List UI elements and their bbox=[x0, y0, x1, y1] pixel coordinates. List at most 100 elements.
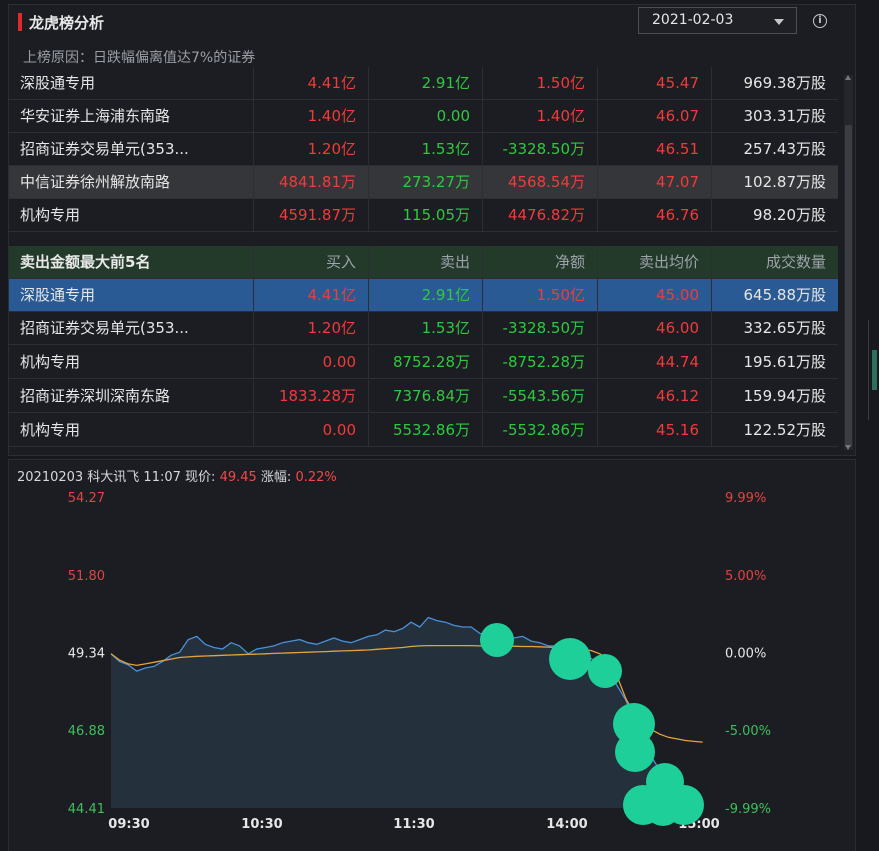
buy-table-row[interactable]: 深股通专用 4.41亿 2.91亿 1.50亿 45.47 969.38万股 bbox=[9, 67, 838, 100]
cell-name: 华安证券上海浦东南路 bbox=[20, 107, 171, 125]
cell-name: 深股通专用 bbox=[20, 286, 96, 304]
y-right-tick-label: 5.00% bbox=[725, 569, 766, 584]
cell-sell: 7376.84万 bbox=[368, 380, 482, 413]
column-header: 卖出金额最大前5名 bbox=[20, 253, 151, 271]
cell-sell: 115.05万 bbox=[368, 199, 482, 232]
column-header: 成交数量 bbox=[711, 246, 838, 279]
side-collapse-handle[interactable] bbox=[868, 320, 879, 420]
cell-name: 招商证券深圳深南东路 bbox=[20, 387, 171, 405]
cell-avg: 46.12 bbox=[597, 380, 711, 413]
info-icon[interactable]: i bbox=[813, 14, 827, 28]
trade-marker bbox=[549, 638, 591, 680]
cell-buy: 0.00 bbox=[253, 346, 368, 379]
y-right-tick-label: -9.99% bbox=[725, 802, 771, 817]
y-left-tick-label: 51.80 bbox=[68, 569, 105, 584]
buy-table-row[interactable]: 中信证券徐州解放南路 4841.81万 273.27万 4568.54万 47.07 10… bbox=[9, 166, 838, 199]
cell-avg: 46.76 bbox=[597, 199, 711, 232]
cell-net: -3328.50万 bbox=[482, 133, 597, 166]
cell-buy: 0.00 bbox=[253, 414, 368, 447]
cell-vol: 332.65万股 bbox=[711, 312, 838, 345]
sell-table-row[interactable]: 机构专用 0.00 8752.28万 -8752.28万 44.74 195.61万股 bbox=[9, 346, 838, 379]
panel-title: 龙虎榜分析 bbox=[29, 14, 105, 32]
cell-name: 中信证券徐州解放南路 bbox=[20, 173, 171, 191]
chart-info-line: 20210203 科大讯飞 11:07 现价: 49.45 涨幅: 0.22% bbox=[17, 466, 337, 485]
cell-net: -5532.86万 bbox=[482, 414, 597, 447]
x-tick-label: 14:00 bbox=[546, 817, 587, 832]
column-header: 净额 bbox=[482, 246, 597, 279]
cell-avg: 46.51 bbox=[597, 133, 711, 166]
chevron-down-icon bbox=[774, 19, 784, 25]
cell-sell: 2.91亿 bbox=[368, 67, 482, 100]
scroll-down-icon[interactable] bbox=[845, 445, 851, 450]
sell-table-header: 卖出金额最大前5名 买入 卖出 净额 卖出均价 成交数量 bbox=[9, 246, 838, 279]
handle-marker bbox=[872, 350, 877, 390]
x-tick-label: 09:30 bbox=[108, 817, 149, 832]
cell-vol: 645.88万股 bbox=[711, 279, 838, 312]
cell-vol: 159.94万股 bbox=[711, 380, 838, 413]
cell-buy: 4591.87万 bbox=[253, 199, 368, 232]
column-header: 卖出 bbox=[368, 246, 482, 279]
column-header: 买入 bbox=[253, 246, 368, 279]
cell-avg: 45.16 bbox=[597, 414, 711, 447]
cell-avg: 44.74 bbox=[597, 346, 711, 379]
cell-net: 1.50亿 bbox=[482, 279, 597, 312]
change-label: 涨幅: bbox=[260, 470, 292, 485]
y-left-tick-label: 49.34 bbox=[68, 647, 105, 662]
cell-buy: 4.41亿 bbox=[253, 67, 368, 100]
cell-buy: 1833.28万 bbox=[253, 380, 368, 413]
y-right-tick-label: 9.99% bbox=[725, 491, 766, 506]
column-header: 卖出均价 bbox=[597, 246, 711, 279]
cell-avg: 45.47 bbox=[597, 67, 711, 100]
sell-table-row[interactable]: 机构专用 0.00 5532.86万 -5532.86万 45.16 122.52万股 bbox=[9, 414, 838, 447]
scroll-up-icon[interactable] bbox=[845, 75, 851, 80]
cell-vol: 98.20万股 bbox=[711, 199, 838, 232]
cell-buy: 4841.81万 bbox=[253, 166, 368, 199]
sell-table-row[interactable]: 招商证券交易单元(353... 1.20亿 1.53亿 -3328.50万 46.00 3… bbox=[9, 312, 838, 345]
y-left-tick-label: 44.41 bbox=[68, 802, 105, 817]
cell-avg: 46.07 bbox=[597, 100, 711, 133]
buy-table-row[interactable]: 华安证券上海浦东南路 1.40亿 0.00 1.40亿 46.07 303.31万股 bbox=[9, 100, 838, 133]
date-value: 2021-02-03 bbox=[652, 12, 734, 28]
change-percent: 0.22% bbox=[295, 470, 337, 485]
cell-name: 机构专用 bbox=[20, 206, 81, 224]
y-right-tick-label: 0.00% bbox=[725, 647, 766, 662]
cell-net: -5543.56万 bbox=[482, 380, 597, 413]
table-scrollbar[interactable] bbox=[844, 75, 853, 450]
sell-table-row[interactable]: 招商证券深圳深南东路 1833.28万 7376.84万 -5543.56万 46.12… bbox=[9, 380, 838, 413]
dragon-tiger-panel: 龙虎榜分析 2021-02-03 i 上榜原因：日跌幅偏离值达7%的证券 深股通… bbox=[8, 4, 856, 456]
cell-sell: 1.53亿 bbox=[368, 312, 482, 345]
cell-net: 4568.54万 bbox=[482, 166, 597, 199]
price-area bbox=[111, 617, 703, 808]
buy-table-row[interactable]: 机构专用 4591.87万 115.05万 4476.82万 46.76 98.20万股 bbox=[9, 199, 838, 232]
cell-vol: 195.61万股 bbox=[711, 346, 838, 379]
date-dropdown[interactable]: 2021-02-03 bbox=[638, 7, 797, 34]
cell-sell: 0.00 bbox=[368, 100, 482, 133]
cell-name: 机构专用 bbox=[20, 421, 81, 439]
cell-name: 机构专用 bbox=[20, 353, 81, 371]
cell-vol: 257.43万股 bbox=[711, 133, 838, 166]
current-price: 49.45 bbox=[219, 470, 257, 485]
trade-marker bbox=[480, 623, 514, 657]
listing-reason: 上榜原因：日跌幅偏离值达7%的证券 bbox=[23, 50, 256, 66]
cell-name: 招商证券交易单元(353... bbox=[20, 140, 189, 158]
trade-marker bbox=[615, 732, 655, 772]
cell-vol: 969.38万股 bbox=[711, 67, 838, 100]
scrollbar-thumb[interactable] bbox=[845, 125, 852, 447]
cell-buy: 4.41亿 bbox=[253, 279, 368, 312]
cell-avg: 46.00 bbox=[597, 312, 711, 345]
buy-table-row[interactable]: 招商证券交易单元(353... 1.20亿 1.53亿 -3328.50万 46.51 2… bbox=[9, 133, 838, 166]
cell-net: 4476.82万 bbox=[482, 199, 597, 232]
intraday-chart[interactable]: 54.27 51.80 49.34 46.88 44.41 9.99% 5.00% 0.00%… bbox=[9, 460, 855, 851]
cell-sell: 1.53亿 bbox=[368, 133, 482, 166]
cell-vol: 102.87万股 bbox=[711, 166, 838, 199]
y-right-tick-label: -5.00% bbox=[725, 724, 771, 739]
intraday-chart-panel: 20210203 科大讯飞 11:07 现价: 49.45 涨幅: 0.22% … bbox=[8, 459, 856, 851]
sell-table-row[interactable]: 深股通专用 4.41亿 2.91亿 1.50亿 45.00 645.88万股 bbox=[9, 279, 838, 312]
x-tick-label: 11:30 bbox=[393, 817, 434, 832]
cell-sell: 5532.86万 bbox=[368, 414, 482, 447]
panel-header: 龙虎榜分析 2021-02-03 i bbox=[9, 5, 855, 39]
cell-net: 1.50亿 bbox=[482, 67, 597, 100]
cell-sell: 2.91亿 bbox=[368, 279, 482, 312]
cell-net: 1.40亿 bbox=[482, 100, 597, 133]
cell-avg: 47.07 bbox=[597, 166, 711, 199]
